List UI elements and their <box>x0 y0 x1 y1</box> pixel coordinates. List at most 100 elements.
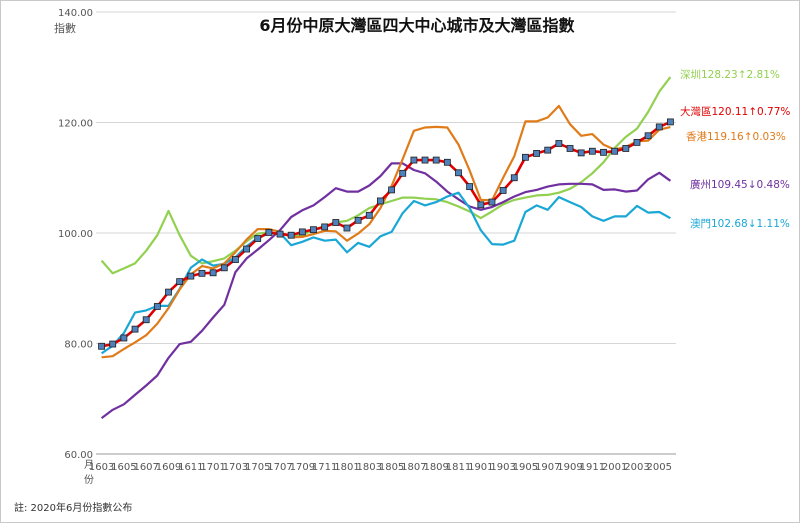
data-point-marker <box>276 230 284 238</box>
data-point-marker <box>622 145 630 152</box>
data-point-marker <box>254 235 262 242</box>
data-point-marker <box>165 288 172 296</box>
data-point-marker <box>343 224 351 232</box>
data-point-marker <box>499 187 507 194</box>
footnote: 註: 2020年6月份指數公布 <box>14 501 132 514</box>
data-point-marker <box>443 158 451 166</box>
data-point-marker <box>533 150 540 157</box>
data-point-marker <box>555 140 563 147</box>
data-point-marker <box>466 183 474 190</box>
data-point-marker <box>310 226 317 234</box>
data-point-marker <box>354 216 362 224</box>
y-axis-title: 指數 <box>54 21 76 35</box>
data-point-marker <box>577 149 585 157</box>
data-point-marker <box>510 174 518 182</box>
data-point-marker <box>399 169 407 177</box>
x-tick-label: 1609 <box>156 462 181 473</box>
series-line-廣州 <box>100 162 672 419</box>
x-tick-label: 2003 <box>624 462 649 473</box>
data-point-marker <box>131 325 139 333</box>
series-line-深圳 <box>100 76 672 275</box>
x-tick-label: 1811 <box>446 462 471 473</box>
plot-area: 60.00 80.00 100.00 120.00 140.00 160316051607… <box>58 8 790 473</box>
data-point-marker <box>98 342 105 350</box>
data-point-marker <box>667 118 674 126</box>
data-point-marker <box>232 256 239 263</box>
y-tick-label: 60.00 <box>64 450 93 461</box>
x-tick-label: 1707 <box>267 462 292 473</box>
x-tick-label: 1801 <box>334 462 359 473</box>
x-tick-label: 1805 <box>379 462 404 473</box>
data-point-marker <box>209 269 217 277</box>
data-point-marker <box>109 340 117 348</box>
x-tick-label: 1711 <box>312 462 337 473</box>
chart-title: 6月份中原大灣區四大中心城市及大灣區指數 <box>259 16 574 35</box>
data-point-marker <box>120 334 128 342</box>
series-line-香港 <box>101 104 671 359</box>
data-point-marker <box>243 245 250 253</box>
data-point-marker <box>522 153 529 161</box>
data-point-marker <box>611 147 619 155</box>
series-end-label-廣州: 廣州109.45↓0.48% <box>690 178 790 191</box>
data-point-marker <box>142 316 150 324</box>
data-point-marker <box>176 278 184 286</box>
x-tick-label: 1911 <box>580 462 605 473</box>
data-point-marker <box>544 146 552 154</box>
data-point-marker <box>220 264 228 272</box>
y-tick-label: 140.00 <box>58 8 93 19</box>
x-tick-label: 1909 <box>557 462 582 473</box>
x-tick-label: 1705 <box>245 462 270 473</box>
x-tick-label: 1605 <box>111 462 136 473</box>
data-point-marker <box>488 198 496 206</box>
data-point-marker <box>588 147 596 155</box>
data-point-marker <box>633 138 641 146</box>
x-tick-label: 1807 <box>401 462 426 473</box>
data-point-marker <box>410 156 418 164</box>
x-tick-label: 1803 <box>357 462 382 473</box>
y-tick-label: 80.00 <box>64 340 93 351</box>
series-end-label-香港: 香港119.16↑0.03% <box>686 131 786 143</box>
data-point-marker <box>187 272 195 280</box>
x-tick-label: 1907 <box>535 462 560 473</box>
data-point-marker <box>365 211 373 219</box>
x-tick-label: 1703 <box>223 462 248 473</box>
y-tick-label: 100.00 <box>58 229 93 240</box>
series-line-大灣區 <box>101 120 671 348</box>
data-point-marker <box>332 219 340 226</box>
data-point-marker <box>477 201 485 209</box>
data-point-marker <box>298 228 306 236</box>
series-end-label-深圳: 深圳128.23↑2.81% <box>680 69 780 81</box>
data-point-marker <box>321 223 329 231</box>
data-point-marker <box>655 123 663 131</box>
data-point-marker <box>153 303 161 310</box>
data-point-marker <box>198 269 206 277</box>
x-tick-label: 1607 <box>133 462 158 473</box>
data-point-marker <box>287 231 295 239</box>
data-point-marker <box>600 148 607 156</box>
x-tick-label: 1709 <box>290 462 315 473</box>
data-point-marker <box>377 197 384 205</box>
data-point-marker <box>421 156 429 164</box>
x-axis-title-line2: 份 <box>84 474 94 486</box>
data-point-marker <box>432 156 440 164</box>
x-axis-title-line1: 月 <box>84 459 94 471</box>
series-line-澳門 <box>100 191 671 355</box>
x-tick-label: 2001 <box>602 462 627 473</box>
x-tick-label: 2005 <box>647 462 672 473</box>
data-point-marker <box>388 186 395 194</box>
data-point-marker <box>265 229 273 236</box>
x-tick-label: 1611 <box>178 462 203 473</box>
series-end-label-大灣區: 大灣區120.11↑0.77% <box>680 105 790 118</box>
data-point-marker <box>644 132 652 140</box>
x-tick-label: 1905 <box>513 462 538 473</box>
data-point-marker <box>455 169 462 177</box>
y-tick-label: 120.00 <box>58 119 93 130</box>
x-tick-label: 1603 <box>89 462 114 473</box>
x-tick-label: 1701 <box>200 462 225 473</box>
data-point-marker <box>566 145 574 152</box>
series-end-label-澳門: 澳門102.68↓1.11% <box>690 217 790 230</box>
x-tick-label: 1809 <box>423 462 448 473</box>
x-tick-label: 1903 <box>490 462 515 473</box>
